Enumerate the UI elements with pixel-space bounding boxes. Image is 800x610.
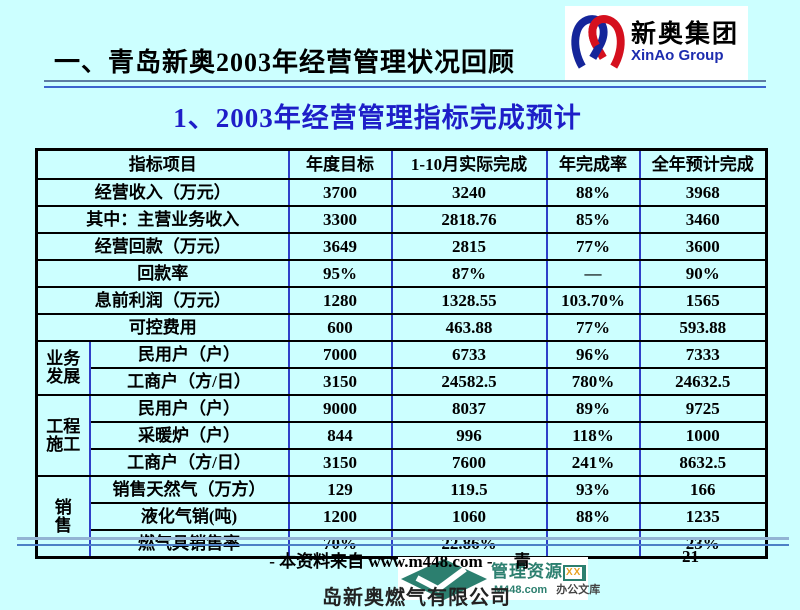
- table-cell: 经营回款（万元）: [35, 232, 290, 261]
- logo-name-en: XinAo Group: [631, 47, 724, 65]
- table-cell: 3649: [287, 232, 393, 261]
- table-cell: 7333: [638, 340, 768, 369]
- table-cell: 1060: [390, 502, 548, 531]
- table-cell: 3968: [638, 178, 768, 207]
- watermark-diamond-icon: [401, 559, 487, 600]
- table-cell: 民用户（户）: [88, 340, 290, 369]
- table-cell: 1235: [638, 502, 768, 531]
- metrics-table-body: 指标项目 年度目标 1-10月实际完成 年完成率 全年预计完成 经营收入（万元） 3700 3…: [35, 148, 768, 559]
- table-cell: 93%: [545, 475, 641, 504]
- title-underline: [44, 80, 766, 88]
- table-cell: 166: [638, 475, 768, 504]
- table-cell: 可控费用: [35, 313, 290, 342]
- table-cell: 96%: [545, 340, 641, 369]
- table-cell: 996: [390, 421, 548, 450]
- watermark-net-icon: XX: [563, 565, 587, 581]
- table-cell: 9000: [287, 394, 393, 423]
- section-subtitle: 1、2003年经营管理指标完成预计: [173, 103, 582, 133]
- xinao-ribbon-icon: [571, 15, 625, 69]
- table-cell: 24632.5: [638, 367, 768, 396]
- table-cell: 77%: [545, 232, 641, 261]
- table-cell: 95%: [287, 259, 393, 288]
- table-cell: 1000: [638, 421, 768, 450]
- table-cell: 1200: [287, 502, 393, 531]
- table-cell: 7000: [287, 340, 393, 369]
- table-cell: 780%: [545, 367, 641, 396]
- table-cell: 1280: [287, 286, 393, 315]
- table-cell: 70%: [287, 529, 393, 559]
- table-cell: 241%: [545, 448, 641, 477]
- slide-title: 一、青岛新奥2003年经营管理状况回顾: [54, 48, 516, 77]
- watermark-site-name: 管理资源 XX: [491, 557, 587, 582]
- table-cell: 87%: [390, 259, 548, 288]
- table-cell: 129: [287, 475, 393, 504]
- table-cell: 88%: [545, 178, 641, 207]
- table-cell: 77%: [545, 313, 641, 342]
- row-group-label: 业务 发展: [35, 340, 91, 396]
- table-cell: 844: [287, 421, 393, 450]
- table-cell: 103.70%: [545, 286, 641, 315]
- page-number: 21: [682, 547, 699, 566]
- table-cell: 3700: [287, 178, 393, 207]
- watermark-library: 办公文库: [556, 584, 601, 596]
- table-cell: 8632.5: [638, 448, 768, 477]
- table-cell: 1328.55: [390, 286, 548, 315]
- table-cell: 7600: [390, 448, 548, 477]
- column-header: 年度目标: [287, 148, 393, 180]
- watermark: 管理资源 XX M448.com 办公文库: [398, 557, 600, 600]
- table-cell: 9725: [638, 394, 768, 423]
- column-header: 全年预计完成: [638, 148, 768, 180]
- table-cell: 3460: [638, 205, 768, 234]
- table-cell: 销售天然气（万方）: [88, 475, 290, 504]
- table-cell: 3150: [287, 448, 393, 477]
- column-header: 年完成率: [545, 148, 641, 180]
- table-cell: 其中：主营业务收入: [35, 205, 290, 234]
- xinao-logo: 新奥集团 XinAo Group: [565, 6, 748, 80]
- table-cell: 经营收入（万元）: [35, 178, 290, 207]
- table-cell: 593.88: [638, 313, 768, 342]
- table-cell: 88%: [545, 502, 641, 531]
- table-cell: 工商户（方/日）: [88, 367, 290, 396]
- footer-divider: [17, 537, 789, 546]
- watermark-domain: M448.com: [494, 584, 548, 596]
- table-cell: 息前利润（万元）: [35, 286, 290, 315]
- table-cell: 600: [287, 313, 393, 342]
- table-cell: —: [545, 259, 641, 288]
- table-cell: 2818.76: [390, 205, 548, 234]
- table-cell: 工商户（方/日）: [88, 448, 290, 477]
- table-cell: 2815: [390, 232, 548, 261]
- table-cell: 液化气销(吨): [88, 502, 290, 531]
- table-cell: 采暖炉（户）: [88, 421, 290, 450]
- table-cell: 3600: [638, 232, 768, 261]
- table-cell: 3300: [287, 205, 393, 234]
- table-cell: 89%: [545, 394, 641, 423]
- table-cell: 119.5: [390, 475, 548, 504]
- watermark-site-label: 管理资源: [491, 562, 563, 581]
- table-cell: 3150: [287, 367, 393, 396]
- column-header: 指标项目: [35, 148, 290, 180]
- table-cell: 463.88: [390, 313, 548, 342]
- table-cell: 85%: [545, 205, 641, 234]
- table-cell: 1565: [638, 286, 768, 315]
- table-cell: 3240: [390, 178, 548, 207]
- table-cell: 8037: [390, 394, 548, 423]
- table-cell: 回款率: [35, 259, 290, 288]
- footer-company-text: 岛新奥燃气有限公司: [322, 587, 511, 609]
- table-cell: 6733: [390, 340, 548, 369]
- row-group-label: 工程 施工: [35, 394, 91, 477]
- column-header: 1-10月实际完成: [390, 148, 548, 180]
- logo-name-cn: 新奥集团: [631, 21, 740, 48]
- watermark-domain-line: M448.com 办公文库: [494, 581, 600, 597]
- table-cell: 民用户（户）: [88, 394, 290, 423]
- metrics-table: 指标项目 年度目标 1-10月实际完成 年完成率 全年预计完成 经营收入（万元） 3700 3…: [35, 148, 768, 559]
- table-cell: 24582.5: [390, 367, 548, 396]
- table-cell: 118%: [545, 421, 641, 450]
- footer-source-text: - 本资料来自 www.m448.com - 青: [269, 552, 531, 571]
- table-cell: 90%: [638, 259, 768, 288]
